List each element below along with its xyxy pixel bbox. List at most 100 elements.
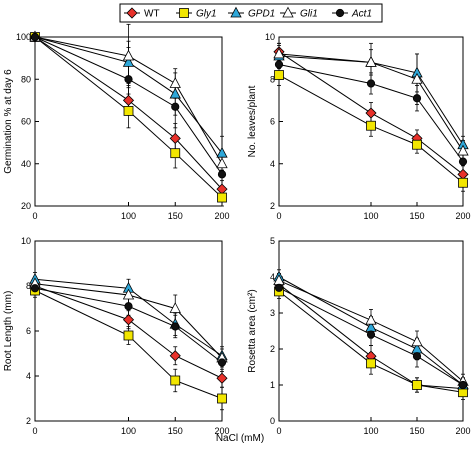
data-point bbox=[365, 55, 377, 67]
series-line bbox=[278, 55, 464, 146]
data-point bbox=[216, 157, 228, 169]
series-line bbox=[34, 36, 223, 165]
legend-label: Gli1 bbox=[300, 9, 318, 20]
series-line bbox=[278, 287, 464, 386]
data-point bbox=[169, 132, 181, 144]
legend-marker bbox=[126, 7, 138, 19]
series-line bbox=[278, 51, 464, 175]
legend-label: Gly1 bbox=[196, 9, 217, 20]
data-point bbox=[412, 139, 422, 150]
data-point bbox=[217, 393, 227, 404]
data-point bbox=[30, 284, 40, 293]
data-point bbox=[457, 168, 469, 180]
series-line bbox=[278, 74, 464, 184]
data-point bbox=[122, 55, 135, 67]
data-point bbox=[216, 372, 228, 384]
legend-item: Gli1 bbox=[280, 6, 318, 20]
legend-label: GPD1 bbox=[248, 9, 275, 20]
data-point bbox=[366, 79, 376, 88]
y-tick-label: 6 bbox=[270, 117, 275, 127]
legend-marker bbox=[282, 6, 294, 18]
y-tick-label: 6 bbox=[26, 326, 31, 336]
series-line bbox=[278, 276, 464, 386]
legend-item: Gly1 bbox=[176, 8, 217, 20]
series-line bbox=[34, 283, 223, 359]
data-point bbox=[122, 49, 135, 61]
y-tick-label: 60 bbox=[21, 117, 31, 127]
series-line bbox=[34, 36, 223, 198]
data-point bbox=[122, 94, 135, 106]
data-point bbox=[217, 192, 227, 203]
x-tick-label: 0 bbox=[32, 211, 37, 221]
data-point bbox=[412, 380, 422, 390]
data-point bbox=[458, 177, 468, 188]
y-axis-label: Root Length (mm) bbox=[3, 291, 14, 372]
data-point bbox=[366, 120, 376, 131]
y-tick-label: 2 bbox=[26, 416, 31, 426]
data-point bbox=[274, 70, 284, 80]
series-line bbox=[34, 290, 223, 399]
x-tick-label: 100 bbox=[121, 211, 136, 221]
legend-item: WT bbox=[124, 7, 160, 20]
y-tick-label: 2 bbox=[270, 201, 275, 211]
y-tick-label: 10 bbox=[265, 32, 275, 42]
y-tick-label: 8 bbox=[26, 281, 31, 291]
y-tick-label: 20 bbox=[21, 201, 31, 211]
x-tick-label: 150 bbox=[168, 211, 183, 221]
data-point bbox=[171, 322, 180, 331]
y-tick-label: 0 bbox=[270, 416, 275, 426]
data-point bbox=[122, 288, 135, 300]
chart-panel: 20 40 60 80 100 0 100 150 200 Germination % at da… bbox=[3, 23, 230, 221]
series-line bbox=[34, 287, 223, 363]
x-tick-label: 0 bbox=[32, 426, 37, 436]
data-point bbox=[124, 302, 133, 311]
series-line bbox=[278, 53, 464, 152]
y-tick-label: 100 bbox=[16, 32, 31, 42]
data-point bbox=[457, 144, 469, 156]
series-line bbox=[34, 285, 223, 379]
y-axis-label: Germination % at day 6 bbox=[3, 69, 14, 174]
data-point bbox=[217, 358, 227, 367]
legend-marker bbox=[335, 8, 345, 18]
series-line bbox=[278, 291, 464, 393]
data-point bbox=[169, 350, 181, 362]
x-tick-label: 0 bbox=[276, 211, 281, 221]
x-tick-label: 150 bbox=[409, 426, 424, 436]
legend-marker bbox=[179, 8, 189, 18]
legend-label: Act1 bbox=[351, 9, 372, 20]
data-point bbox=[169, 302, 181, 313]
data-point bbox=[170, 375, 181, 386]
series-line bbox=[278, 63, 464, 162]
x-tick-label: 150 bbox=[409, 211, 424, 221]
data-point bbox=[412, 94, 422, 103]
shared-x-axis-label: NaCl (mM) bbox=[216, 433, 264, 444]
y-tick-label: 5 bbox=[270, 236, 275, 246]
y-tick-label: 4 bbox=[270, 272, 275, 282]
y-axis-label: Rosetta area (cm²) bbox=[247, 289, 258, 372]
series-line bbox=[278, 280, 464, 382]
legend: WT Gly1 GPD1 Gli1 Act1 bbox=[119, 3, 383, 23]
data-point bbox=[169, 77, 181, 88]
y-tick-label: 1 bbox=[270, 380, 275, 390]
data-point bbox=[458, 380, 468, 390]
legend-label: WT bbox=[144, 9, 160, 20]
x-tick-label: 200 bbox=[214, 426, 229, 436]
data-point bbox=[124, 75, 133, 84]
data-point bbox=[365, 107, 377, 119]
data-point bbox=[273, 47, 285, 59]
x-tick-label: 100 bbox=[121, 426, 136, 436]
legend-item: Act1 bbox=[332, 9, 372, 20]
data-point bbox=[217, 170, 227, 179]
data-point bbox=[170, 148, 181, 159]
data-point bbox=[122, 314, 135, 326]
data-point bbox=[123, 330, 134, 341]
data-point bbox=[30, 32, 40, 42]
y-tick-label: 4 bbox=[270, 159, 275, 169]
data-point bbox=[274, 60, 284, 69]
y-tick-label: 4 bbox=[26, 371, 31, 381]
x-tick-label: 200 bbox=[455, 426, 470, 436]
